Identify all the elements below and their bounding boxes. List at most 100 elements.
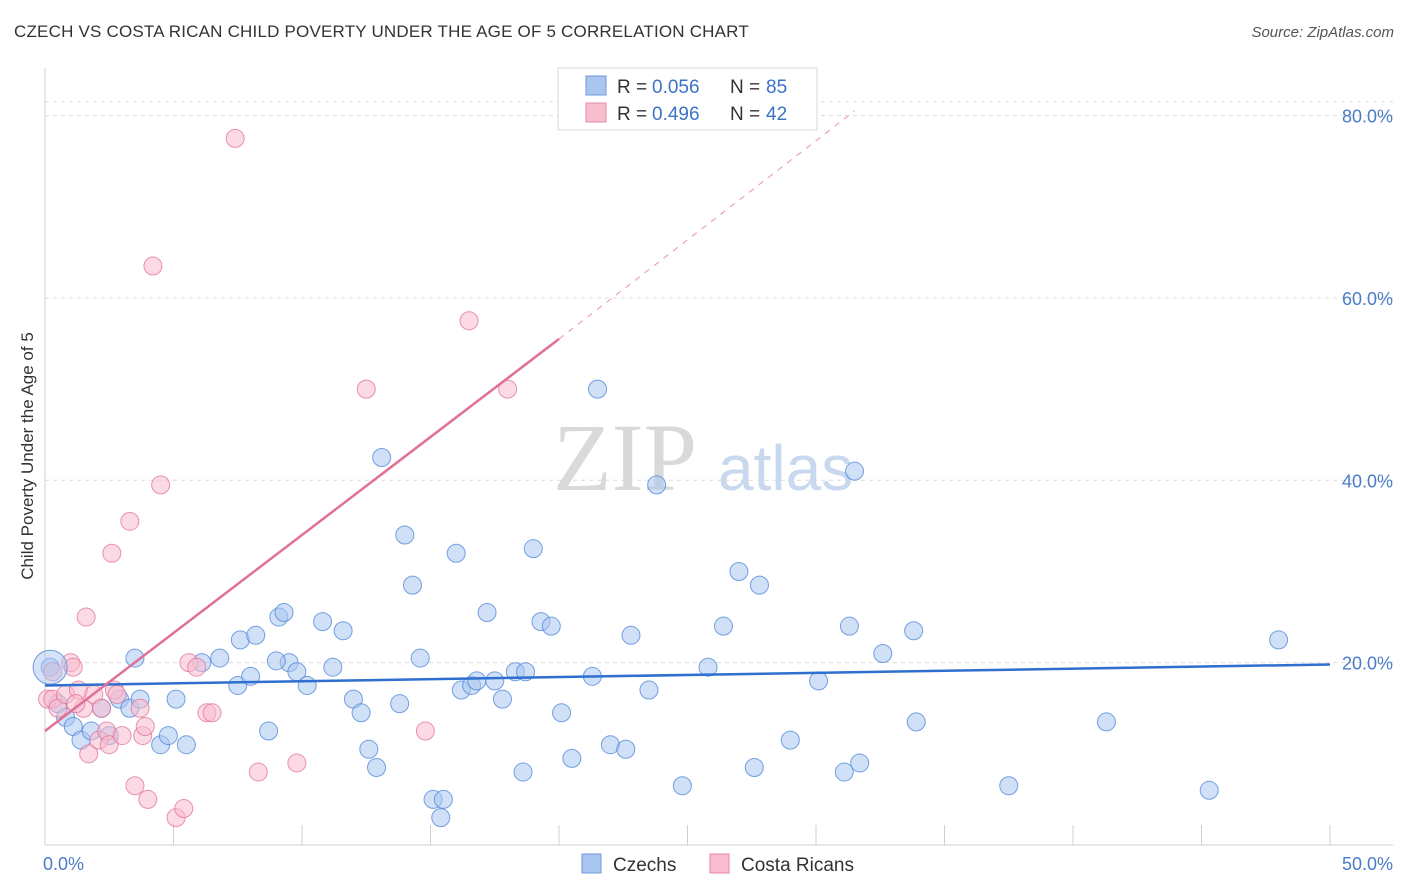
data-point <box>99 735 119 755</box>
legend-r-label-costa-ricans: R = <box>617 104 647 125</box>
data-point-large <box>32 649 68 685</box>
data-points <box>32 128 1289 828</box>
bottom-legend-swatch-czechs <box>581 853 602 874</box>
data-point <box>248 762 268 782</box>
data-point <box>313 612 333 632</box>
data-point <box>187 657 207 677</box>
data-point <box>588 379 608 399</box>
grid-lines <box>45 101 1393 664</box>
data-point <box>112 726 132 746</box>
legend-r-value-czechs: 0.056 <box>652 77 700 98</box>
data-point <box>744 758 764 777</box>
data-point <box>713 616 733 636</box>
data-point <box>839 616 859 636</box>
data-point <box>210 648 230 668</box>
data-point <box>333 621 353 641</box>
data-point <box>999 776 1019 796</box>
data-point <box>395 525 415 545</box>
data-point <box>562 748 582 768</box>
bottom-legend-swatch-costa-ricans <box>709 853 730 874</box>
data-point <box>523 539 543 559</box>
bottom-legend: Czechs Costa Ricans <box>581 853 854 876</box>
legend-row-costa-ricans: R = 0.496 N = 42 <box>585 102 787 125</box>
data-point <box>225 128 245 148</box>
data-point <box>639 680 659 700</box>
data-point <box>698 657 718 677</box>
y-tick-label: 60.0% <box>1342 289 1393 309</box>
trend-line-extrapolated <box>558 110 855 340</box>
data-point <box>266 651 286 671</box>
bottom-legend-label-costa-ricans: Costa Ricans <box>741 855 854 876</box>
data-point <box>647 475 667 495</box>
data-point <box>477 603 497 622</box>
data-point <box>274 603 294 622</box>
data-point <box>403 575 423 595</box>
data-point <box>120 511 140 531</box>
data-point <box>498 379 518 399</box>
data-point <box>410 648 430 668</box>
data-point <box>541 616 561 636</box>
y-axis-label: Child Poverty Under the Age of 5 <box>18 332 37 580</box>
trend-lines <box>44 110 1331 733</box>
data-point <box>143 256 163 276</box>
x-tick-label-max: 50.0% <box>1342 854 1393 874</box>
chart-title: CZECH VS COSTA RICAN CHILD POVERTY UNDER… <box>14 22 749 41</box>
data-point <box>513 762 533 782</box>
data-point <box>259 721 279 741</box>
data-point <box>372 448 392 467</box>
data-point <box>672 776 692 796</box>
data-point <box>780 730 800 750</box>
data-point <box>433 789 453 809</box>
data-point <box>356 379 376 399</box>
data-point <box>845 461 865 481</box>
y-tick-label: 40.0% <box>1342 471 1393 491</box>
trend-line <box>44 337 560 733</box>
data-point <box>287 753 307 773</box>
data-point <box>415 721 435 741</box>
data-point <box>176 735 196 755</box>
data-point <box>359 739 379 759</box>
data-point <box>492 689 512 709</box>
data-point <box>125 648 145 668</box>
legend-n-value-czechs: 85 <box>766 77 787 98</box>
data-point <box>202 703 222 723</box>
data-point <box>485 671 505 691</box>
data-point <box>125 776 145 796</box>
data-point <box>66 694 86 714</box>
data-point <box>166 689 186 709</box>
legend-swatch-czechs <box>585 75 607 96</box>
data-point <box>749 575 769 595</box>
data-point <box>174 799 194 819</box>
legend-n-value-costa-ricans: 42 <box>766 104 787 125</box>
data-point <box>446 543 466 563</box>
data-point <box>431 808 451 828</box>
bottom-legend-label-czechs: Czechs <box>613 855 676 876</box>
y-tick-label: 20.0% <box>1342 654 1393 674</box>
data-point <box>351 703 371 723</box>
data-point <box>390 694 410 714</box>
legend-box: R = 0.056 N = 85 R = 0.496 N = 42 <box>557 67 818 131</box>
data-point <box>1269 630 1289 650</box>
legend-row-czechs: R = 0.056 N = 85 <box>585 75 787 98</box>
data-point <box>135 716 155 736</box>
source-label: Source: ZipAtlas.com <box>1251 24 1394 41</box>
data-point <box>873 644 893 664</box>
data-point <box>102 543 122 563</box>
data-point <box>850 753 870 773</box>
data-point <box>904 621 924 641</box>
data-point <box>616 739 636 759</box>
data-point <box>834 762 854 782</box>
x-tick-label-min: 0.0% <box>43 854 84 874</box>
data-point <box>158 726 178 746</box>
data-point <box>516 662 536 682</box>
data-point <box>107 685 127 705</box>
watermark-zip: ZIP <box>553 404 697 511</box>
data-point <box>297 675 317 695</box>
data-point <box>76 607 96 627</box>
legend-n-label-czechs: N = <box>730 77 760 98</box>
data-point <box>621 625 641 645</box>
data-point <box>228 675 248 695</box>
y-tick-label: 80.0% <box>1342 107 1393 127</box>
data-point <box>1199 780 1219 800</box>
